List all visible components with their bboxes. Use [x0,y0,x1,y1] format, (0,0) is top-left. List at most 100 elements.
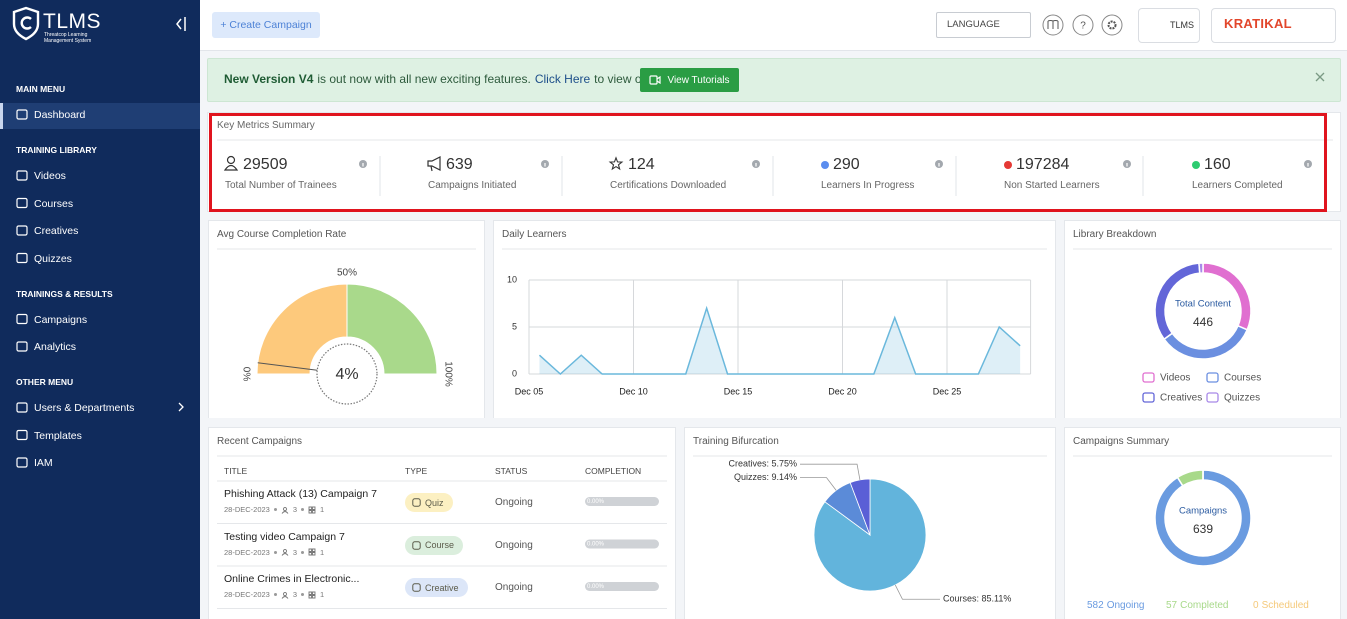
campaign-title[interactable]: Testing video Campaign 7 [224,530,345,543]
card [493,220,1056,418]
card [684,427,1056,619]
campaign-modules: 1 [320,505,325,514]
partner-badge [1211,8,1336,43]
menu-section-title: OTHER MENU [16,377,74,387]
type-icon-glyph [412,583,421,592]
legend-value: 57 [1166,600,1178,611]
partner-logo: KRATIKAL [1224,16,1292,31]
meta-dot [273,593,277,596]
type-icon-glyph [412,540,421,550]
language-select[interactable] [936,12,1031,38]
banner [207,58,1341,102]
banner-link[interactable]: Click Here [534,72,591,86]
logo-tagline: Threatcop Learning Management System [44,32,92,44]
menu-section-title: TRAININGS & RESULTS [16,288,113,299]
toolbar-icon [1101,14,1123,36]
metric-value: 160 [1204,156,1231,173]
logo: TLMS [43,10,102,33]
type-pill: Creative [405,578,468,597]
table-header: TITLE [224,466,248,476]
type-pill: Course [405,535,464,555]
modules-icon-glyph [308,548,316,556]
users-icon-glyph [281,591,289,599]
type-label: Course [425,540,455,550]
users-icon-glyph [281,549,289,556]
banner-text: to view or [594,72,646,86]
campaign-meta: 28-DEC-2023 3 1 [224,505,324,514]
banner-message: New Version V4 is out now with all new ex… [224,72,646,86]
menu-item[interactable]: Analytics [34,341,77,353]
campaign-title[interactable]: Phishing Attack (13) Campaign 7 [224,488,377,500]
campaign-title[interactable]: Online Crimes in Electronic... [224,573,360,585]
campaign-meta: 28-DEC-2023 3 1 [224,548,324,557]
banner-text: is out now with all new exciting feature… [317,72,531,86]
menu-section-title: TRAINING LIBRARY [16,145,97,155]
campaign-users: 3 [292,590,298,599]
legend-value: 0 [1253,600,1259,611]
card-title: Avg Course Completion Rate [217,229,347,240]
modules-icon [308,506,316,513]
type-icon-glyph [412,498,421,507]
legend-label: Completed [1180,600,1229,611]
metric-value: 29509 [243,156,288,173]
menu-item[interactable]: Dashboard [34,109,86,121]
type-icon [412,498,421,507]
type-label: Creative [425,582,459,593]
metric-label: Learners Completed [1192,180,1283,191]
menu-item[interactable]: IAM [34,457,53,469]
modules-icon-glyph [308,506,316,513]
table-header: TYPE [405,466,428,476]
menu-item[interactable]: Creatives [34,225,79,237]
modules-icon [308,591,316,598]
metric-value: 639 [446,156,473,173]
card [1064,427,1341,619]
meta-dot [273,550,277,554]
meta-dot [301,508,305,511]
campaign-users: 3 [292,547,298,557]
tutorial-button-label: View Tutorials [667,74,730,86]
language-label: LANGUAGE [947,19,1000,30]
metric-value: 197284 [1016,156,1070,173]
toolbar-icon [1072,14,1094,36]
toolbar-icon [1042,14,1064,36]
campaign-status: Ongoing [495,497,533,508]
type-icon [412,540,421,550]
menu-item[interactable]: Users & Departments [34,402,135,414]
campaign-date: 28-DEC-2023 [224,547,270,557]
legend-entry: 0 Scheduled [1253,600,1309,611]
card-title: Daily Learners [502,229,567,240]
menu-item[interactable]: Templates [34,429,82,442]
menu-item[interactable]: Courses [34,197,74,210]
brand-badge-label: TLMS [1170,20,1195,30]
menu-item[interactable]: Videos [34,170,66,182]
meta-dot [301,550,305,554]
legend-label: Ongoing [1106,600,1145,611]
legend-value: 582 [1087,600,1104,611]
menu-item[interactable]: Campaigns [34,313,88,326]
campaign-status: Ongoing [495,539,533,551]
modules-icon-glyph [308,591,316,598]
type-label: Quiz [425,497,444,508]
table-header: COMPLETION [585,466,642,476]
close-icon [1315,72,1325,82]
card-title: Training Bifurcation [693,436,779,447]
card-title: Recent Campaigns [217,436,303,447]
meta-dot [301,593,305,596]
tutorial-button[interactable]: View Tutorials [640,68,739,92]
metric-label: Campaigns Initiated [428,180,517,191]
legend-label: Scheduled [1261,600,1309,611]
campaign-status: Ongoing [495,582,533,593]
users-icon [281,591,289,599]
users-icon [281,506,289,514]
brand-badge [1138,8,1200,43]
type-icon [412,583,421,592]
create-button[interactable]: + Create Campaign [212,12,320,38]
modules-icon [308,548,316,556]
campaign-modules: 1 [320,547,325,557]
menu-item[interactable]: Quizzes [34,252,72,265]
users-icon-glyph [281,506,289,514]
video-icon-lens [657,75,662,85]
campaign-date: 28-DEC-2023 [224,505,270,514]
create-button-label: + Create Campaign [220,19,312,31]
